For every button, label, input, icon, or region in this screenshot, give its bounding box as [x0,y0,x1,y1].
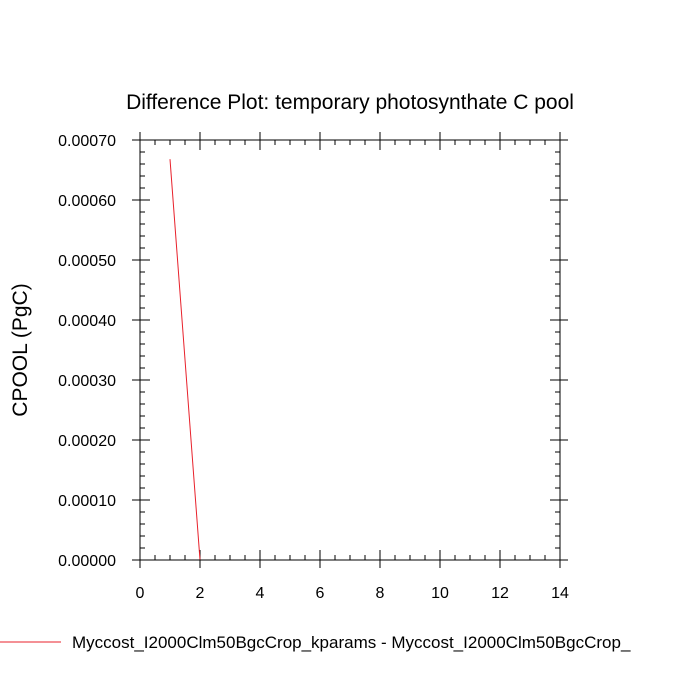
y-axis-label: CPOOL (PgC) [9,283,32,416]
y-tick-label: 0.00020 [58,433,116,450]
x-tick-label: 0 [136,585,145,602]
series-line [169,159,560,561]
y-tick-label: 0.00010 [58,493,116,510]
legend: Myccost_I2000Clm50BgcCrop_kparams - Mycc… [0,633,631,652]
x-tick-label: 12 [491,585,509,602]
x-tick-label: 6 [316,585,325,602]
y-tick-labels: 0.00000 0.00010 0.00020 0.00030 0.00040 0.000… [58,133,116,570]
legend-label: Myccost_I2000Clm50BgcCrop_kparams - Mycc… [72,633,631,652]
y-tick-label: 0.00050 [58,253,116,270]
y-tick-label: 0.00070 [58,133,116,150]
y-tick-label: 0.00000 [58,553,116,570]
x-tick-labels: 0 2 4 6 8 10 12 14 [136,585,569,602]
minor-ticks [139,139,561,561]
y-tick-label: 0.00040 [58,313,116,330]
x-tick-label: 2 [196,585,205,602]
major-ticks [132,132,568,568]
x-tick-label: 10 [431,585,449,602]
y-tick-label: 0.00030 [58,373,116,390]
x-tick-label: 8 [376,585,385,602]
x-tick-label: 14 [551,585,569,602]
y-tick-label: 0.00060 [58,193,116,210]
chart-title: Difference Plot: temporary photosynthate… [126,91,574,114]
x-tick-label: 4 [256,585,265,602]
series-group [169,159,560,561]
plot-frame [139,139,561,561]
